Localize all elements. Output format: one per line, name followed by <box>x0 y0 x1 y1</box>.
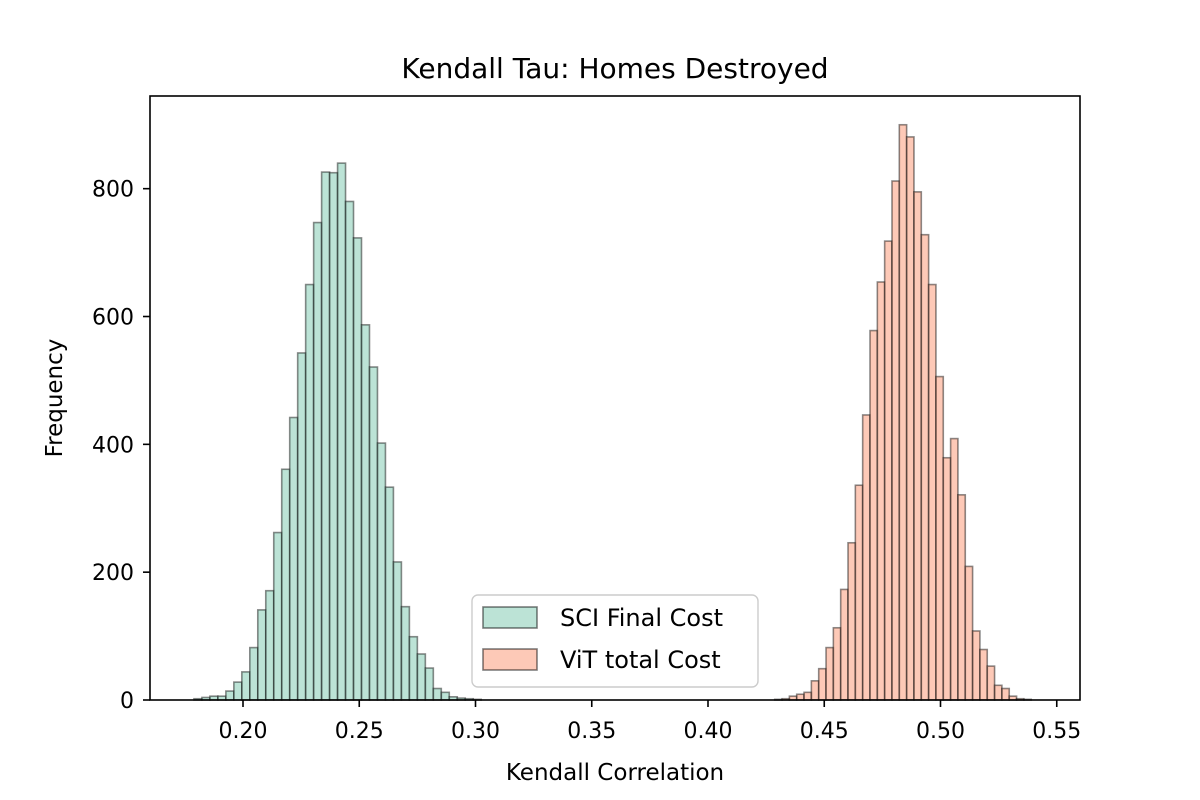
histogram-bar-series-0-bin-24 <box>384 486 395 701</box>
histogram-bar-series-0-bin-27 <box>408 635 419 701</box>
histogram-bar-series-1-bin-12 <box>861 414 871 701</box>
histogram-bar-series-1-bin-18 <box>905 136 915 701</box>
histogram-bar-series-0-bin-10 <box>272 531 283 701</box>
histogram-bar-series-0-bin-7 <box>249 646 259 701</box>
histogram-bar-series-0-bin-23 <box>376 442 387 701</box>
histogram-bar-series-0-bin-31 <box>440 691 451 701</box>
histogram-bar-series-1-bin-27 <box>971 630 981 701</box>
legend-swatch-vit-total-cost <box>482 648 538 671</box>
y-tick-label-3: 600 <box>92 306 134 331</box>
histogram-bar-series-1-bin-31 <box>1001 687 1011 701</box>
histogram-bar-series-1-bin-25 <box>957 494 967 701</box>
histogram-bar-series-0-bin-9 <box>264 589 275 701</box>
histogram-bar-series-1-bin-10 <box>847 541 857 701</box>
histogram-bar-series-0-bin-18 <box>336 162 347 701</box>
legend-label-sci-final-cost: SCI Final Cost <box>560 604 723 632</box>
histogram-bar-series-0-bin-21 <box>360 324 371 701</box>
histogram-bar-series-1-bin-7 <box>825 646 835 701</box>
histogram-bar-series-1-bin-9 <box>839 588 849 701</box>
histogram-bar-series-1-bin-22 <box>935 375 945 701</box>
x-tick-label-7: 0.55 <box>1032 719 1081 744</box>
x-tick-label-1: 0.25 <box>335 719 384 744</box>
histogram-bar-series-1-bin-23 <box>942 456 952 701</box>
legend-frame <box>471 594 759 688</box>
x-tick-label-6: 0.50 <box>916 719 965 744</box>
y-axis-title: Frequency <box>42 339 68 458</box>
histogram-bar-series-1-bin-11 <box>854 484 864 701</box>
legend-swatch-sci-final-cost <box>482 606 538 629</box>
x-tick-label-3: 0.35 <box>567 719 616 744</box>
histogram-bar-series-0-bin-14 <box>304 283 315 701</box>
histogram-bar-series-1-bin-3 <box>795 693 805 701</box>
histogram-bar-series-0-bin-22 <box>368 366 379 701</box>
histogram-bar-series-1-bin-4 <box>803 691 813 701</box>
histogram-bar-series-1-bin-15 <box>883 240 893 701</box>
histogram-bar-series-0-bin-19 <box>344 200 355 701</box>
x-axis-title: Kendall Correlation <box>506 760 724 786</box>
histogram-bar-series-1-bin-14 <box>876 281 886 701</box>
histogram-bar-series-0-bin-30 <box>432 687 443 701</box>
histogram-bar-series-0-bin-4 <box>225 690 235 701</box>
histogram-bar-series-1-bin-5 <box>810 680 820 701</box>
histogram-bar-series-1-bin-24 <box>949 437 959 701</box>
histogram-bar-series-0-bin-12 <box>288 416 299 701</box>
histogram-bar-series-0-bin-29 <box>424 667 435 701</box>
legend-label-vit-total-cost: ViT total Cost <box>560 646 721 674</box>
histogram-bar-series-1-bin-21 <box>927 283 937 701</box>
histogram-bar-series-0-bin-26 <box>400 605 411 701</box>
bars-layer <box>193 123 1033 701</box>
x-tick-label-0: 0.20 <box>219 719 268 744</box>
y-tick-label-2: 400 <box>92 433 134 458</box>
plot-frame <box>149 95 1081 701</box>
x-axis: 0.20 0.25 0.30 0.35 0.40 0.45 0.50 0.55 <box>219 700 1081 744</box>
histogram-bar-series-1-bin-8 <box>832 626 842 701</box>
x-tick-label-5: 0.45 <box>800 719 849 744</box>
histogram-bar-series-0-bin-6 <box>241 671 251 701</box>
histogram-bar-series-1-bin-28 <box>979 648 989 701</box>
histogram-bar-series-0-bin-13 <box>296 352 307 701</box>
histogram-bar-series-0-bin-15 <box>312 221 323 701</box>
histogram-bar-series-0-bin-25 <box>392 561 403 701</box>
histogram-bar-series-0-bin-8 <box>256 609 267 701</box>
histogram-bar-series-0-bin-11 <box>280 468 291 701</box>
histogram-bar-series-1-bin-13 <box>869 329 879 701</box>
histogram-bar-series-1-bin-26 <box>964 565 974 701</box>
histogram-bar-series-0-bin-17 <box>328 171 339 701</box>
histogram-bar-series-1-bin-29 <box>986 665 996 701</box>
histogram-bar-series-1-bin-20 <box>920 233 930 701</box>
x-tick-label-4: 0.40 <box>684 719 733 744</box>
histogram-bar-series-1-bin-30 <box>993 684 1003 701</box>
y-tick-label-1: 200 <box>92 561 134 586</box>
histogram-bar-series-1-bin-6 <box>817 667 827 701</box>
histogram-bar-series-1-bin-19 <box>913 191 923 701</box>
legend: SCI Final Cost ViT total Cost <box>471 594 759 688</box>
histogram-bar-series-0-bin-20 <box>352 237 363 701</box>
histogram-bar-series-1-bin-16 <box>891 180 901 701</box>
chart-title: Kendall Tau: Homes Destroyed <box>401 52 828 85</box>
y-tick-label-0: 0 <box>120 689 134 714</box>
histogram-bar-series-1-bin-17 <box>898 123 908 701</box>
y-axis: 0 200 400 600 800 <box>92 178 150 714</box>
x-tick-label-2: 0.30 <box>451 719 500 744</box>
histogram-bar-series-0-bin-5 <box>233 681 243 701</box>
histogram-bar-series-0-bin-16 <box>320 171 331 701</box>
y-tick-label-4: 800 <box>92 178 134 203</box>
histogram-bar-series-0-bin-28 <box>416 653 427 701</box>
